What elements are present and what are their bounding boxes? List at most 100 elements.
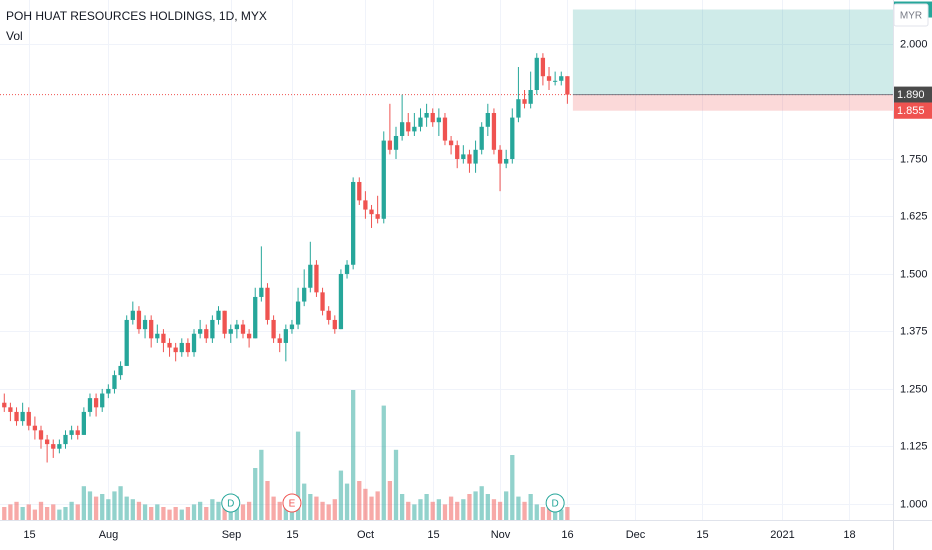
candle-body <box>20 411 25 422</box>
volume-bar <box>406 501 411 520</box>
candle-body <box>448 140 454 146</box>
candle-body <box>142 319 148 330</box>
volume-bar <box>302 483 307 520</box>
volume-bar <box>473 491 478 520</box>
event-label: D <box>552 499 559 510</box>
volume-bar <box>51 504 56 520</box>
volume-bar <box>75 504 80 520</box>
candle-body <box>461 154 466 159</box>
x-tick-label: Nov <box>491 529 511 541</box>
x-tick-label: 15 <box>696 529 708 541</box>
volume <box>2 390 570 520</box>
volume-bar <box>118 486 123 520</box>
volume-bar <box>338 470 344 520</box>
candle-body <box>259 287 264 297</box>
candle-body <box>534 57 539 91</box>
candle-body <box>418 117 423 127</box>
volume-bar <box>442 504 448 520</box>
candle-body <box>565 76 570 95</box>
volume-bar <box>510 455 515 520</box>
candle-body <box>546 76 552 81</box>
candle-body <box>320 292 325 311</box>
y-tick-label: 1.000 <box>900 498 928 510</box>
candle-body <box>271 319 276 339</box>
candle-body <box>393 135 399 150</box>
volume-bar <box>534 504 539 520</box>
candle-body <box>26 411 31 426</box>
volume-bar <box>69 501 74 520</box>
volume-bar <box>436 499 441 520</box>
candle-body <box>57 444 62 449</box>
candle-body <box>381 140 386 219</box>
volume-bar <box>516 496 521 520</box>
volume-bar <box>228 507 233 520</box>
candle-body <box>504 158 509 164</box>
volume-bar <box>491 499 497 520</box>
candle-body <box>149 319 154 339</box>
position-tool <box>572 9 893 111</box>
y-tick-label: 1.250 <box>900 383 928 395</box>
candle-body <box>326 310 331 320</box>
volume-bar <box>393 449 399 520</box>
candle-body <box>75 430 80 435</box>
candle-body <box>375 214 380 219</box>
candle-body <box>540 57 546 77</box>
volume-bar <box>326 504 331 520</box>
x-tick-label: 15 <box>23 529 35 541</box>
x-tick-label: 18 <box>843 529 855 541</box>
candle-body <box>455 145 460 159</box>
x-tick-label: 2021 <box>770 529 794 541</box>
candle-body <box>528 90 533 104</box>
candle-body <box>387 140 393 150</box>
candle-body <box>479 126 484 150</box>
volume-bar <box>20 507 25 520</box>
candle-body <box>234 324 240 330</box>
candle-body <box>412 126 417 132</box>
volume-bar <box>38 501 44 520</box>
volume-bar <box>271 496 276 520</box>
volume-bar <box>14 501 19 520</box>
volume-bar <box>112 491 117 520</box>
volume-bar <box>504 491 509 520</box>
volume-bar <box>179 509 184 520</box>
volume-bar <box>412 504 417 520</box>
candle-body <box>136 310 142 330</box>
candle-body <box>399 122 405 136</box>
volume-bar <box>332 499 337 520</box>
volume-bar <box>2 507 7 520</box>
candle-body <box>93 398 99 408</box>
volume-bar <box>87 491 93 520</box>
candle-body <box>8 407 13 412</box>
candle-body <box>246 333 252 339</box>
y-tick-label: 2.000 <box>900 38 928 50</box>
volume-bar <box>32 509 38 520</box>
candle-body <box>442 117 448 141</box>
x-tick-label: Oct <box>357 529 374 541</box>
volume-bar <box>240 504 246 520</box>
candle-body <box>295 301 301 325</box>
candle-body <box>497 149 503 164</box>
volume-bar <box>424 494 429 520</box>
candle-body <box>155 333 160 339</box>
stop-zone <box>572 94 893 111</box>
volume-bar <box>265 481 270 520</box>
candle-body <box>204 329 209 339</box>
volume-bar <box>93 496 99 520</box>
candle-body <box>228 329 233 334</box>
x-tick-label: Aug <box>99 529 119 541</box>
volume-bar <box>106 499 111 520</box>
candle-body <box>338 273 344 330</box>
volume-bar <box>8 504 13 520</box>
volume-bar <box>369 496 374 520</box>
volume-bar <box>204 507 209 520</box>
x-tick-label: Dec <box>626 529 646 541</box>
candle-body <box>191 333 197 353</box>
volume-bar <box>497 501 503 520</box>
candle-body <box>216 310 221 320</box>
volume-bar <box>246 501 252 520</box>
volume-bar <box>44 507 50 520</box>
volume-bar <box>448 496 454 520</box>
volume-bar <box>161 507 166 520</box>
candle-body <box>559 76 564 81</box>
price-label: 1.890 <box>897 89 925 101</box>
